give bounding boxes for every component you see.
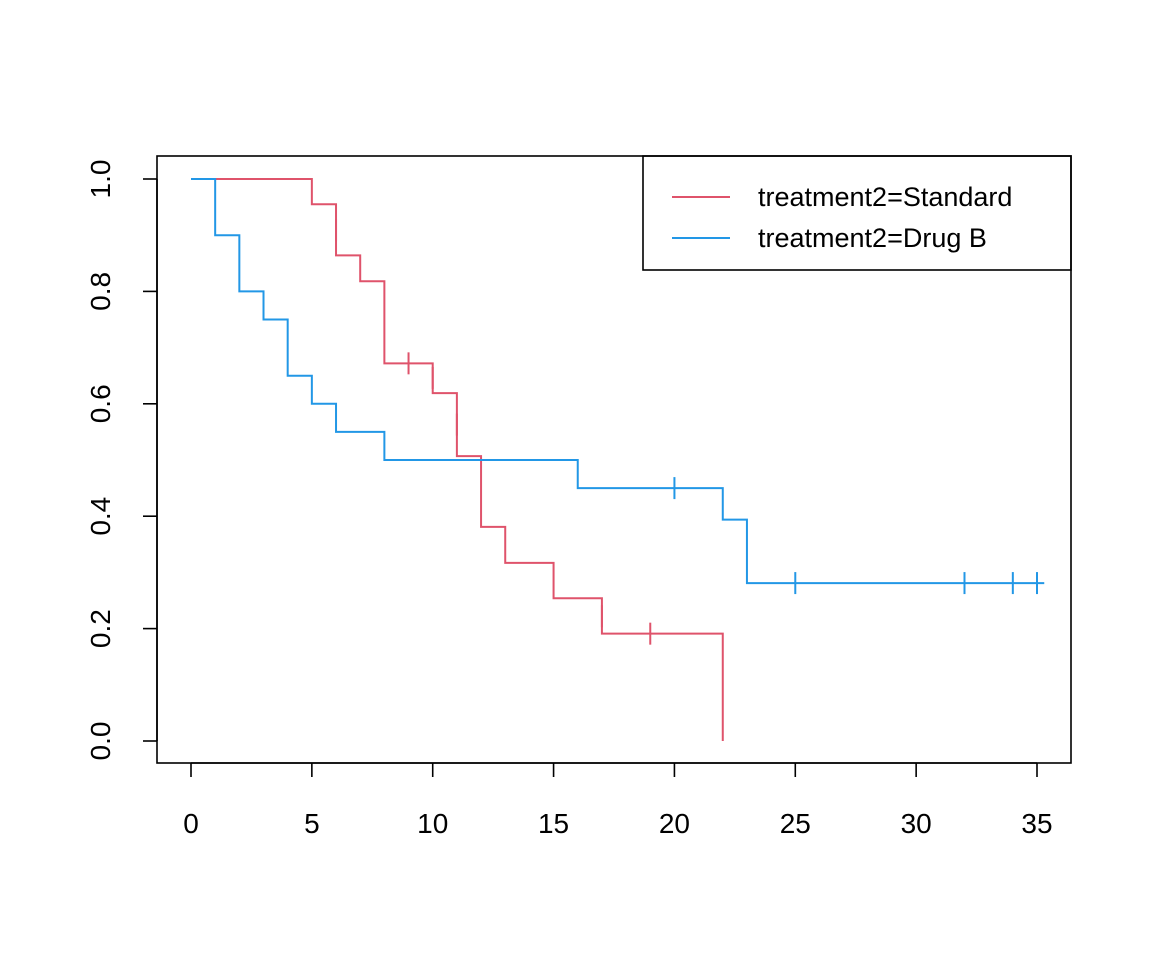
x-tick-label: 15 [538,808,569,839]
legend-label-drug-b: treatment2=Drug B [758,223,987,253]
y-tick-label: 0.8 [85,272,116,311]
y-tick-label: 0.0 [85,722,116,761]
x-tick-label: 20 [659,808,690,839]
x-tick-label: 35 [1021,808,1052,839]
x-tick-label: 0 [183,808,199,839]
legend: treatment2=Standard treatment2=Drug B [642,155,1072,271]
y-axis: 0.0 0.2 0.4 0.6 0.8 1.0 [85,160,158,761]
y-tick-label: 0.2 [85,609,116,648]
legend-box [642,155,1072,271]
x-axis: 0 5 10 15 20 25 30 35 [183,762,1053,839]
x-tick-label: 30 [901,808,932,839]
series-line-1 [191,178,1045,585]
y-tick-label: 0.4 [85,497,116,536]
x-tick-label: 25 [780,808,811,839]
y-tick-label: 0.6 [85,384,116,423]
legend-label-standard: treatment2=Standard [758,182,1012,212]
x-tick-label: 5 [304,808,320,839]
y-tick-label: 1.0 [85,160,116,199]
x-tick-label: 10 [417,808,448,839]
survival-curves [191,178,1045,741]
